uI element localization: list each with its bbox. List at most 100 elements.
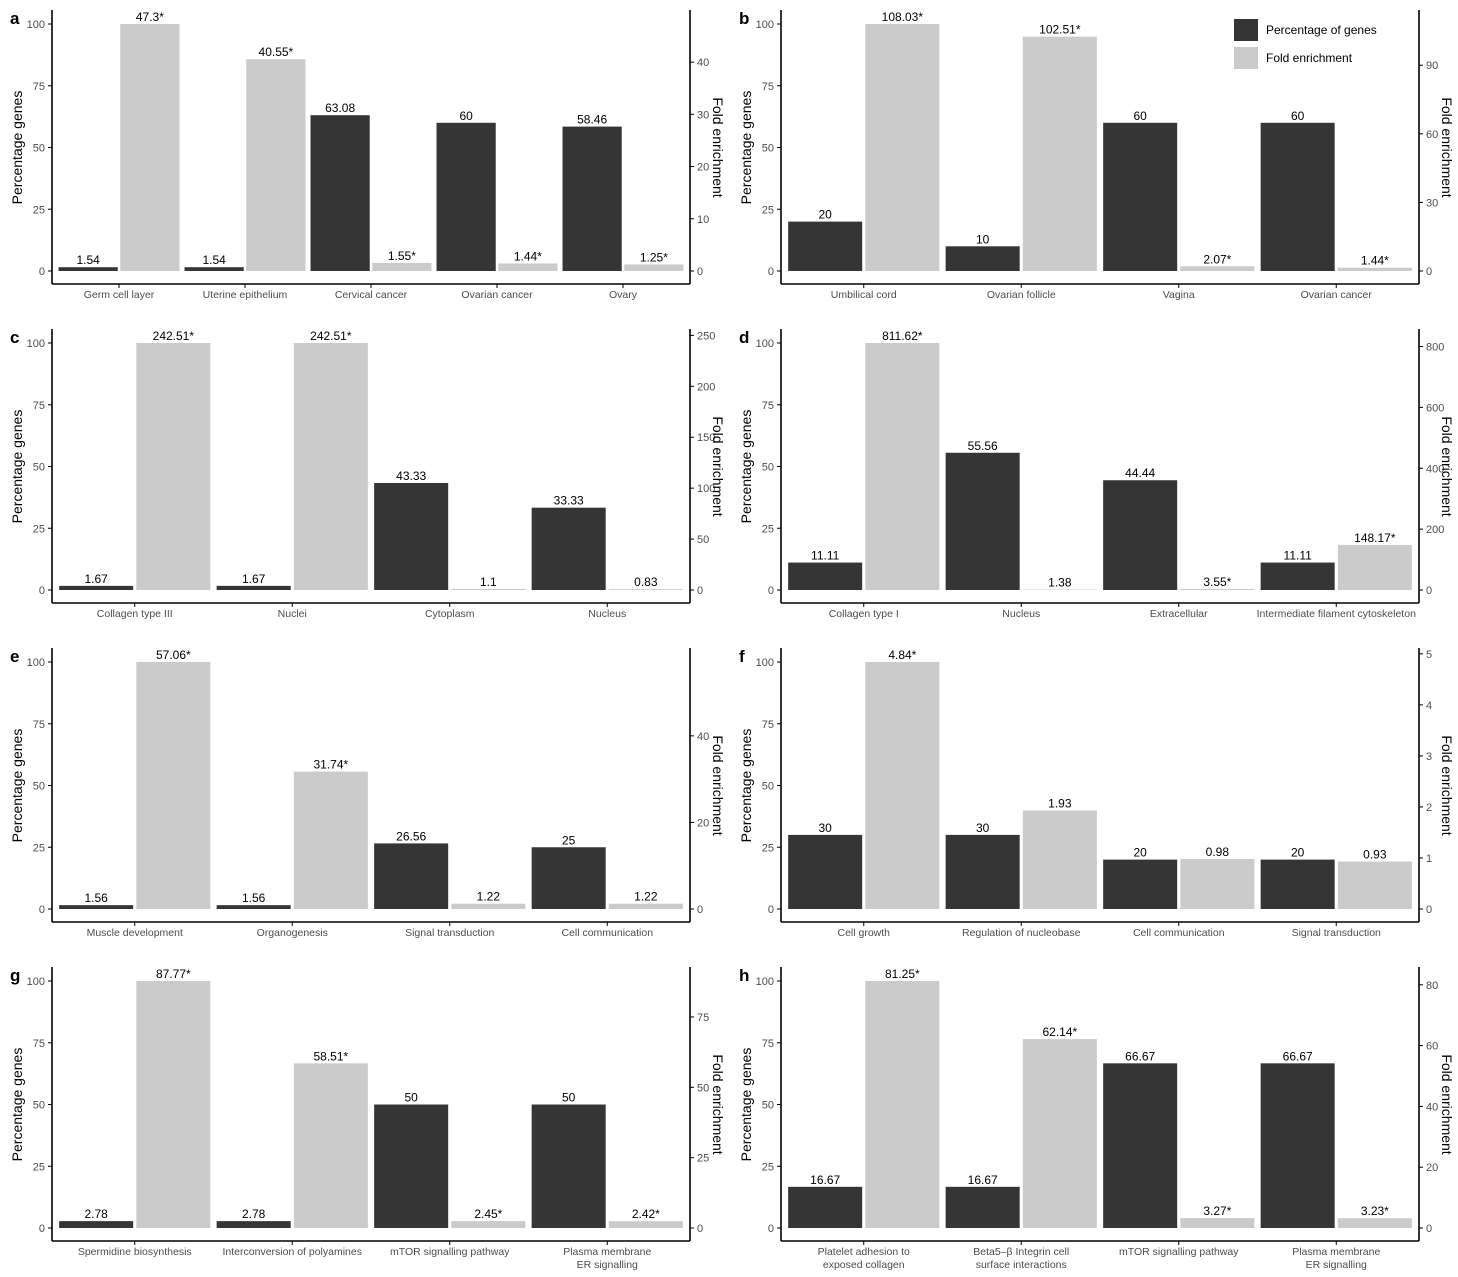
y-tick-label-right: 0 bbox=[697, 904, 703, 916]
y-tick-label-left: 0 bbox=[768, 585, 774, 597]
bar-percentage bbox=[788, 221, 863, 271]
data-label-percentage: 16.67 bbox=[968, 1173, 998, 1187]
bar-percentage bbox=[531, 847, 606, 909]
x-tick-label: Regulation of nucleobase bbox=[962, 927, 1081, 939]
data-label-percentage: 10 bbox=[976, 232, 990, 246]
legend-swatch-fold bbox=[1234, 47, 1258, 69]
panel-b: b 0 25 50 75 100 0 30 60 90 Percentage genes Fold e… bbox=[729, 0, 1458, 319]
data-label-fold: 40.55* bbox=[259, 45, 294, 59]
y-axis-title-right: Fold enrichment bbox=[1439, 97, 1455, 197]
y-tick-label-left: 75 bbox=[762, 719, 774, 731]
x-tick-label: Extracellular bbox=[1150, 608, 1208, 620]
y-tick-label-right: 75 bbox=[697, 1012, 709, 1024]
data-label-fold: 102.51* bbox=[1039, 23, 1081, 37]
panel-letter: e bbox=[10, 647, 19, 666]
y-tick-label-left: 50 bbox=[33, 1100, 45, 1112]
y-tick-label-left: 100 bbox=[756, 976, 774, 988]
data-label-percentage: 25 bbox=[562, 833, 576, 847]
bar-percentage bbox=[788, 562, 863, 590]
data-label-percentage: 30 bbox=[976, 821, 990, 835]
y-axis-title-left: Percentage genes bbox=[9, 729, 25, 843]
bar-fold-enrichment bbox=[865, 24, 940, 271]
x-tick-label: Plasma membrane bbox=[1292, 1246, 1380, 1258]
chart-c: c 0 25 50 75 100 0 50 100 150 200 250 Percentage gen… bbox=[9, 328, 726, 620]
bar-fold-enrichment bbox=[1337, 1218, 1412, 1228]
x-tick-label: Beta5–β Integrin cell bbox=[973, 1246, 1069, 1258]
y-tick-label-right: 0 bbox=[697, 585, 703, 597]
bar-percentage bbox=[531, 507, 606, 590]
y-tick-label-left: 25 bbox=[33, 523, 45, 535]
bar-percentage bbox=[1260, 1063, 1335, 1228]
chart-g: g 0 25 50 75 100 0 25 50 75 Percentage genes Fold e… bbox=[9, 966, 726, 1271]
y-axis-title-left: Percentage genes bbox=[738, 1048, 754, 1162]
data-label-percentage: 43.33 bbox=[396, 469, 426, 483]
bar-percentage bbox=[531, 1104, 606, 1228]
legend-label-percentage: Percentage of genes bbox=[1266, 23, 1377, 37]
x-tick-label: ER signalling bbox=[577, 1259, 638, 1271]
data-label-fold: 1.44* bbox=[1361, 254, 1389, 268]
x-tick-label: Spermidine biosynthesis bbox=[78, 1246, 192, 1258]
panel-c: c 0 25 50 75 100 0 50 100 150 200 250 Percentage gen… bbox=[0, 319, 729, 638]
data-label-percentage: 60 bbox=[1291, 109, 1305, 123]
y-tick-label-left: 50 bbox=[762, 143, 774, 155]
bar-fold-enrichment bbox=[624, 264, 684, 271]
bar-fold-enrichment bbox=[608, 589, 683, 590]
panel-letter: f bbox=[739, 647, 745, 666]
y-tick-label-left: 100 bbox=[756, 338, 774, 350]
data-label-percentage: 60 bbox=[459, 109, 473, 123]
panel-letter: d bbox=[739, 328, 749, 347]
y-tick-label-left: 50 bbox=[33, 143, 45, 155]
bar-percentage bbox=[1103, 122, 1178, 271]
y-tick-label-left: 0 bbox=[39, 266, 45, 278]
bar-percentage bbox=[310, 115, 370, 271]
bar-percentage bbox=[562, 126, 622, 272]
x-tick-label: Cell communication bbox=[1133, 927, 1225, 939]
y-tick-label-left: 100 bbox=[27, 657, 45, 669]
y-tick-label-right: 20 bbox=[1426, 1162, 1438, 1174]
y-tick-label-left: 50 bbox=[762, 1100, 774, 1112]
data-label-fold: 0.83 bbox=[634, 575, 658, 589]
bar-fold-enrichment bbox=[451, 903, 526, 909]
y-axis-title-left: Percentage genes bbox=[9, 1048, 25, 1162]
bar-percentage bbox=[1260, 122, 1335, 271]
y-tick-label-right: 50 bbox=[697, 534, 709, 546]
y-axis-title-right: Fold enrichment bbox=[1439, 735, 1455, 835]
panel-h: h 0 25 50 75 100 0 20 40 60 80 Percentage genes Fold… bbox=[729, 957, 1458, 1276]
bar-percentage bbox=[58, 267, 118, 271]
data-label-percentage: 20 bbox=[1133, 846, 1147, 860]
data-label-fold: 148.17* bbox=[1354, 531, 1396, 545]
bar-percentage bbox=[1260, 859, 1335, 909]
x-tick-label: Ovarian cancer bbox=[461, 289, 533, 301]
data-label-fold: 58.51* bbox=[313, 1049, 348, 1063]
bar-percentage bbox=[436, 122, 496, 271]
x-tick-label: Ovary bbox=[609, 289, 638, 301]
y-tick-label-left: 100 bbox=[756, 19, 774, 31]
data-label-percentage: 60 bbox=[1133, 109, 1147, 123]
bar-fold-enrichment bbox=[1337, 861, 1412, 909]
y-tick-label-left: 75 bbox=[33, 1038, 45, 1050]
bar-fold-enrichment bbox=[1337, 267, 1412, 271]
y-tick-label-right: 25 bbox=[697, 1153, 709, 1165]
y-tick-label-right: 40 bbox=[697, 731, 709, 743]
x-tick-label: Nucleus bbox=[588, 608, 626, 620]
bar-fold-enrichment bbox=[246, 59, 306, 271]
x-tick-label: Umbilical cord bbox=[831, 289, 897, 301]
y-axis-title-right: Fold enrichment bbox=[1439, 1054, 1455, 1154]
bar-fold-enrichment bbox=[136, 981, 211, 1228]
legend-item-fold: Fold enrichment bbox=[1234, 46, 1352, 70]
y-tick-label-right: 40 bbox=[1426, 1101, 1438, 1113]
bar-fold-enrichment bbox=[1180, 1218, 1255, 1228]
y-tick-label-left: 0 bbox=[39, 585, 45, 597]
bar-percentage bbox=[59, 1221, 134, 1228]
data-label-fold: 57.06* bbox=[156, 648, 191, 662]
bar-fold-enrichment bbox=[1022, 36, 1097, 271]
y-tick-label-left: 100 bbox=[27, 338, 45, 350]
panel-letter: a bbox=[10, 9, 20, 28]
data-label-fold: 1.22 bbox=[477, 890, 501, 904]
x-tick-label: Interconversion of polyamines bbox=[223, 1246, 363, 1258]
x-tick-label: Ovarian cancer bbox=[1301, 289, 1373, 301]
y-tick-label-left: 50 bbox=[762, 462, 774, 474]
data-label-fold: 3.27* bbox=[1203, 1204, 1231, 1218]
data-label-fold: 2.42* bbox=[632, 1207, 660, 1221]
data-label-percentage: 1.67 bbox=[84, 572, 108, 586]
